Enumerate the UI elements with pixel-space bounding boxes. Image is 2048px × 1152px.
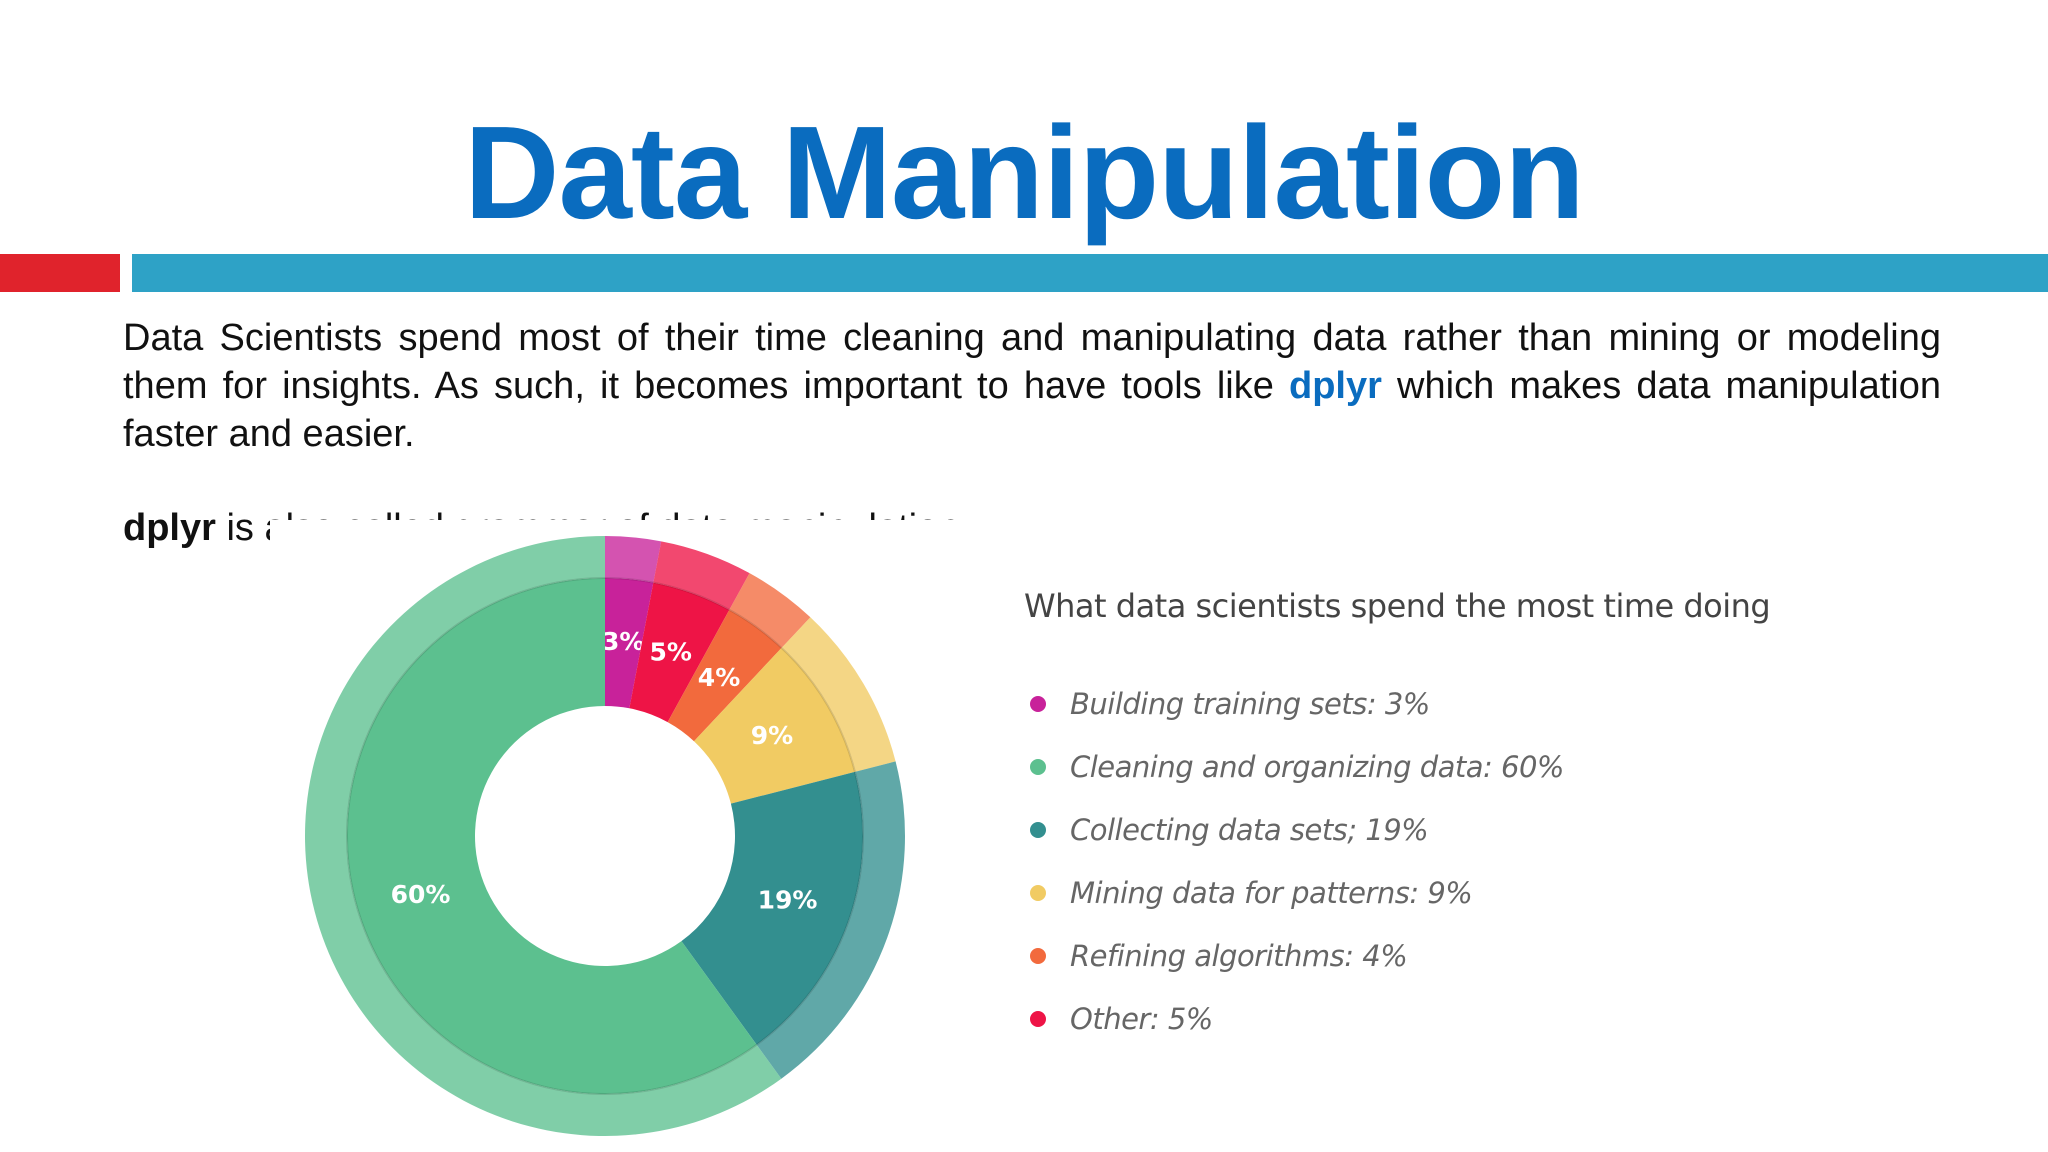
- slice-label-refining-algorithms: 4%: [698, 663, 740, 692]
- slice-refining-algorithms: [667, 609, 782, 742]
- legend-label: Other: 5%: [1070, 1001, 1213, 1036]
- legend-dot: [1030, 947, 1046, 964]
- donut-chart: 3% 5%4% 9% 19% 60%: [304, 536, 906, 1136]
- slice-outer-collecting-data-sets: [756, 761, 906, 1079]
- chart-legend: Building training sets: 3% Cleaning and o…: [1030, 672, 1564, 1050]
- slice-mining-data-for-patterns: [693, 647, 855, 804]
- legend-item: Refining algorithms: 4%: [1030, 924, 1564, 987]
- slice-outer-refining-algorithms: [729, 573, 811, 648]
- slice-other: [629, 582, 730, 723]
- chart-title: What data scientists spend the most time…: [1024, 587, 1771, 625]
- legend-dot: [1030, 821, 1046, 838]
- slice-label-collecting-data-sets: 19%: [758, 886, 818, 915]
- legend-item: Mining data for patterns: 9%: [1030, 861, 1564, 924]
- slice-outer-cleaning-and-organizing-data: [304, 536, 782, 1136]
- legend-item: Collecting data sets; 19%: [1030, 798, 1564, 861]
- slice-building-training-sets: [605, 578, 654, 709]
- slice-label-building-training-sets: 3%: [602, 627, 644, 656]
- slice-outer-mining-data-for-patterns: [781, 617, 896, 772]
- legend-item: Building training sets: 3%: [1030, 672, 1564, 735]
- intro-paragraph: Data Scientists spend most of their time…: [123, 314, 1941, 458]
- slice-outer-building-training-sets: [605, 536, 662, 583]
- title-accent-bar-blue: [132, 254, 2048, 292]
- legend-item: Other: 5%: [1030, 987, 1564, 1050]
- legend-label: Collecting data sets; 19%: [1070, 812, 1429, 847]
- intro-text-after: which makes data manipulation faster and…: [123, 365, 1941, 455]
- inner-ring-edge: [346, 577, 864, 1095]
- slice-collecting-data-sets: [681, 771, 863, 1045]
- slice-label-other: 5%: [649, 637, 691, 666]
- legend-item: Cleaning and organizing data: 60%: [1030, 735, 1564, 798]
- legend-label: Refining algorithms: 4%: [1070, 938, 1408, 973]
- dplyr-keyword-bold: dplyr: [123, 507, 216, 549]
- legend-dot: [1030, 1010, 1046, 1027]
- intro-text-before: Data Scientists spend most of their time…: [123, 317, 1941, 407]
- legend-label: Mining data for patterns: 9%: [1070, 875, 1473, 910]
- legend-label: Cleaning and organizing data: 60%: [1070, 749, 1564, 784]
- slice-outer-other: [653, 541, 750, 610]
- slice-label-mining-data-for-patterns: 9%: [751, 721, 793, 750]
- legend-dot: [1030, 884, 1046, 901]
- slide-title: Data Manipulation: [464, 99, 1585, 246]
- legend-dot: [1030, 695, 1046, 712]
- slice-cleaning-and-organizing-data: [347, 578, 757, 1094]
- slice-label-cleaning-and-organizing-data: 60%: [391, 880, 451, 909]
- legend-dot: [1030, 758, 1046, 775]
- dplyr-keyword: dplyr: [1289, 365, 1382, 407]
- legend-label: Building training sets: 3%: [1070, 686, 1430, 721]
- chart-figure: 3% 5% 4% 9% 19% 60% What data scientists spen…: [270, 520, 2020, 1152]
- title-accent-bar-red: [0, 254, 120, 292]
